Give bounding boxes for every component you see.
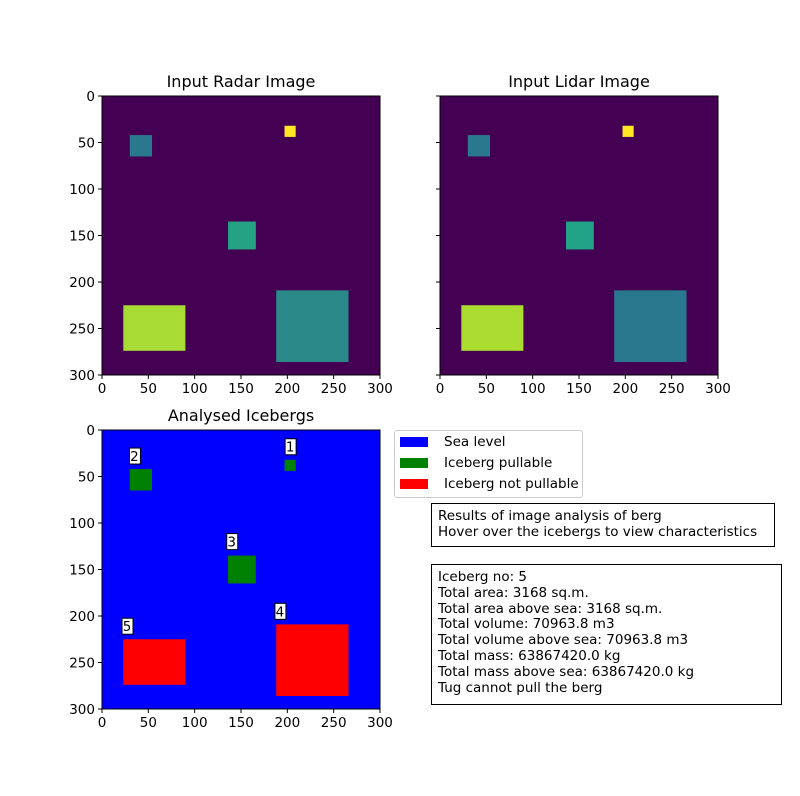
legend: Sea level Iceberg pullable Iceberg not p…: [394, 430, 583, 498]
iceberg-label: 1: [286, 440, 295, 456]
iceberg-region-1: [467, 135, 491, 157]
y-tick-label: 100: [69, 516, 95, 532]
legend-swatch: [400, 479, 428, 489]
iceberg-label: 3: [227, 535, 236, 551]
iceberg-region-3: [566, 221, 594, 250]
y-tick-label: 300: [69, 702, 95, 718]
iceberg-label-box: [284, 438, 297, 456]
y-tick-label: 200: [69, 609, 95, 625]
y-tick-label: 50: [78, 136, 95, 152]
iceberg-label: 5: [123, 619, 132, 635]
iceberg-region-4: [461, 305, 524, 351]
x-tick-label: 200: [612, 381, 638, 397]
x-tick-label: 50: [140, 715, 157, 731]
y-tick-label: 250: [69, 322, 95, 338]
axes-title: Input Lidar Image: [508, 72, 650, 91]
legend-label: Iceberg pullable: [444, 455, 553, 471]
iceberg-region-2: [284, 125, 296, 137]
x-tick-label: 300: [367, 381, 393, 397]
iceberg-region-2: [622, 125, 634, 137]
iceberg-region-5: [614, 290, 687, 362]
legend-entry-pullable: Iceberg pullable: [400, 455, 552, 471]
x-tick-label: 150: [566, 381, 592, 397]
x-tick-label: 150: [228, 381, 254, 397]
legend-label: Sea level: [444, 434, 506, 450]
iceberg-label-box: [226, 533, 239, 551]
x-tick-label: 250: [321, 715, 347, 731]
y-tick-label: 50: [78, 470, 95, 486]
info-box: Results of image analysis of berg Hover …: [431, 503, 775, 547]
iceberg-region-4: [276, 624, 349, 696]
axes-title: Analysed Icebergs: [168, 406, 314, 425]
iceberg-region-1: [129, 135, 153, 157]
y-tick-label: 150: [69, 563, 95, 579]
y-tick-label: 250: [69, 656, 95, 672]
iceberg-label: 2: [130, 449, 139, 465]
axes-3: 1 2 3 4 5 Analysed Icebergs 0 0 50 50 100 100 150 150…: [69, 406, 393, 731]
y-tick-label: 100: [69, 182, 95, 198]
x-tick-label: 250: [659, 381, 685, 397]
iceberg-label: 4: [276, 604, 285, 620]
axes-1: Input Radar Image 0 0 50 50 100 100 150 150 200 20…: [69, 72, 393, 397]
iceberg-region-1: [284, 459, 296, 471]
x-tick-label: 100: [520, 381, 546, 397]
x-tick-label: 250: [321, 381, 347, 397]
x-tick-label: 100: [182, 715, 208, 731]
iceberg-region-2: [129, 469, 153, 491]
x-tick-label: 200: [274, 381, 300, 397]
x-tick-label: 0: [98, 715, 107, 731]
x-tick-label: 0: [436, 381, 445, 397]
y-tick-label: 0: [86, 89, 95, 105]
legend-swatch: [400, 458, 428, 468]
x-tick-label: 0: [98, 381, 107, 397]
x-tick-label: 100: [182, 381, 208, 397]
iceberg-region-3: [228, 221, 256, 250]
x-tick-label: 300: [705, 381, 731, 397]
x-tick-label: 50: [140, 381, 157, 397]
iceberg-label-box: [274, 602, 287, 620]
x-tick-label: 50: [478, 381, 495, 397]
iceberg-details-box: Iceberg no: 5 Total area: 3168 sq.m. Tot…: [431, 564, 782, 705]
iceberg-label-box: [128, 447, 141, 465]
iceberg-region-5: [276, 290, 349, 362]
legend-swatch: [400, 437, 428, 447]
y-tick-label: 300: [69, 368, 95, 384]
iceberg-region-3: [228, 555, 256, 584]
legend-entry-sea-level: Sea level: [400, 434, 506, 450]
x-tick-label: 150: [228, 715, 254, 731]
axes-2: Input Lidar Image 0 50 100 150 200 250 300: [436, 72, 731, 397]
iceberg-label-box: [121, 617, 134, 635]
y-tick-label: 200: [69, 275, 95, 291]
x-tick-label: 200: [274, 715, 300, 731]
legend-label: Iceberg not pullable: [444, 476, 579, 492]
y-tick-label: 150: [69, 229, 95, 245]
legend-entry-not-pullable: Iceberg not pullable: [400, 476, 579, 492]
iceberg-region-5: [123, 639, 186, 685]
y-tick-label: 0: [86, 423, 95, 439]
x-tick-label: 300: [367, 715, 393, 731]
axes-title: Input Radar Image: [167, 72, 316, 91]
iceberg-region-4: [123, 305, 186, 351]
